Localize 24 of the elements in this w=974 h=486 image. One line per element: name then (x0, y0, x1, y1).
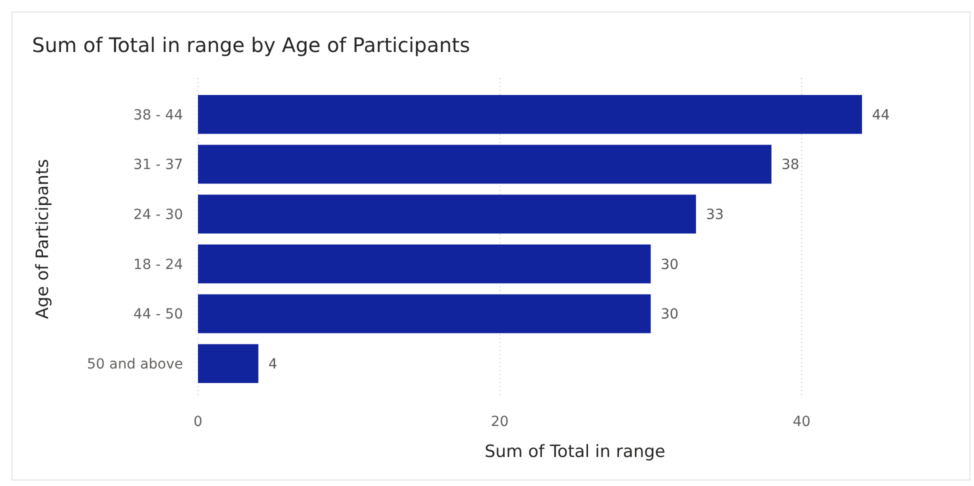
bar (198, 344, 258, 384)
data-label: 30 (660, 256, 679, 273)
bar (198, 194, 696, 234)
bar (198, 244, 651, 284)
y-tick-label: 31 - 37 (133, 157, 183, 174)
x-axis-title: Sum of Total in range (484, 442, 666, 462)
y-tick-label: 38 - 44 (133, 107, 184, 124)
x-tick-label: 20 (490, 414, 509, 430)
chart-title: Sum of Total in range by Age of Participants (32, 33, 470, 57)
y-tick-label: 24 - 30 (133, 206, 183, 223)
x-tick-label: 40 (792, 414, 811, 430)
y-tick-label: 44 - 50 (133, 306, 183, 323)
data-label: 44 (872, 107, 890, 124)
bar (198, 144, 772, 184)
y-axis-title: Age of Participants (33, 158, 53, 319)
data-label: 30 (660, 306, 679, 323)
y-tick-label: 18 - 24 (133, 256, 184, 273)
data-label: 4 (268, 356, 278, 372)
bar (198, 294, 651, 334)
data-label: 33 (706, 206, 724, 223)
x-tick-label: 0 (194, 414, 202, 430)
bar (198, 94, 862, 134)
data-label: 38 (781, 157, 800, 174)
y-tick-label: 50 and above (87, 356, 183, 372)
